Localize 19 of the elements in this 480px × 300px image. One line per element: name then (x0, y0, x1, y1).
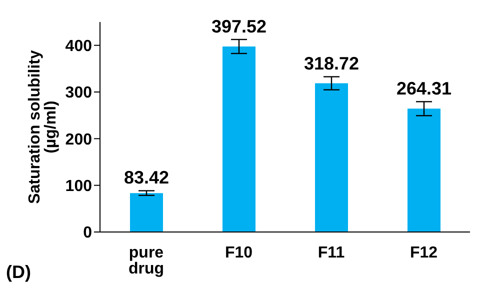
y-tick-label: 400 (65, 38, 92, 56)
data-label: 264.31 (396, 78, 452, 99)
y-tick-label: 100 (65, 178, 92, 196)
y-axis-title: Saturation solubility (µg/ml) (26, 50, 60, 204)
y-tick-label: 300 (65, 84, 92, 102)
data-label: 318.72 (304, 54, 360, 74)
x-tick-label: F12 (410, 244, 438, 262)
y-tick-label: 200 (65, 131, 92, 148)
bar (408, 108, 440, 232)
data-label: 83.42 (124, 168, 170, 188)
data-label: 397.52 (211, 16, 267, 36)
x-tick-label: F10 (224, 244, 253, 262)
bar (222, 46, 256, 232)
text: (D) (6, 262, 31, 283)
bar (130, 193, 163, 232)
x-tick-label: pure drug (128, 244, 164, 278)
bar (315, 83, 348, 232)
x-tick-label: F11 (318, 244, 345, 262)
y-tick-label: 0 (83, 224, 92, 242)
